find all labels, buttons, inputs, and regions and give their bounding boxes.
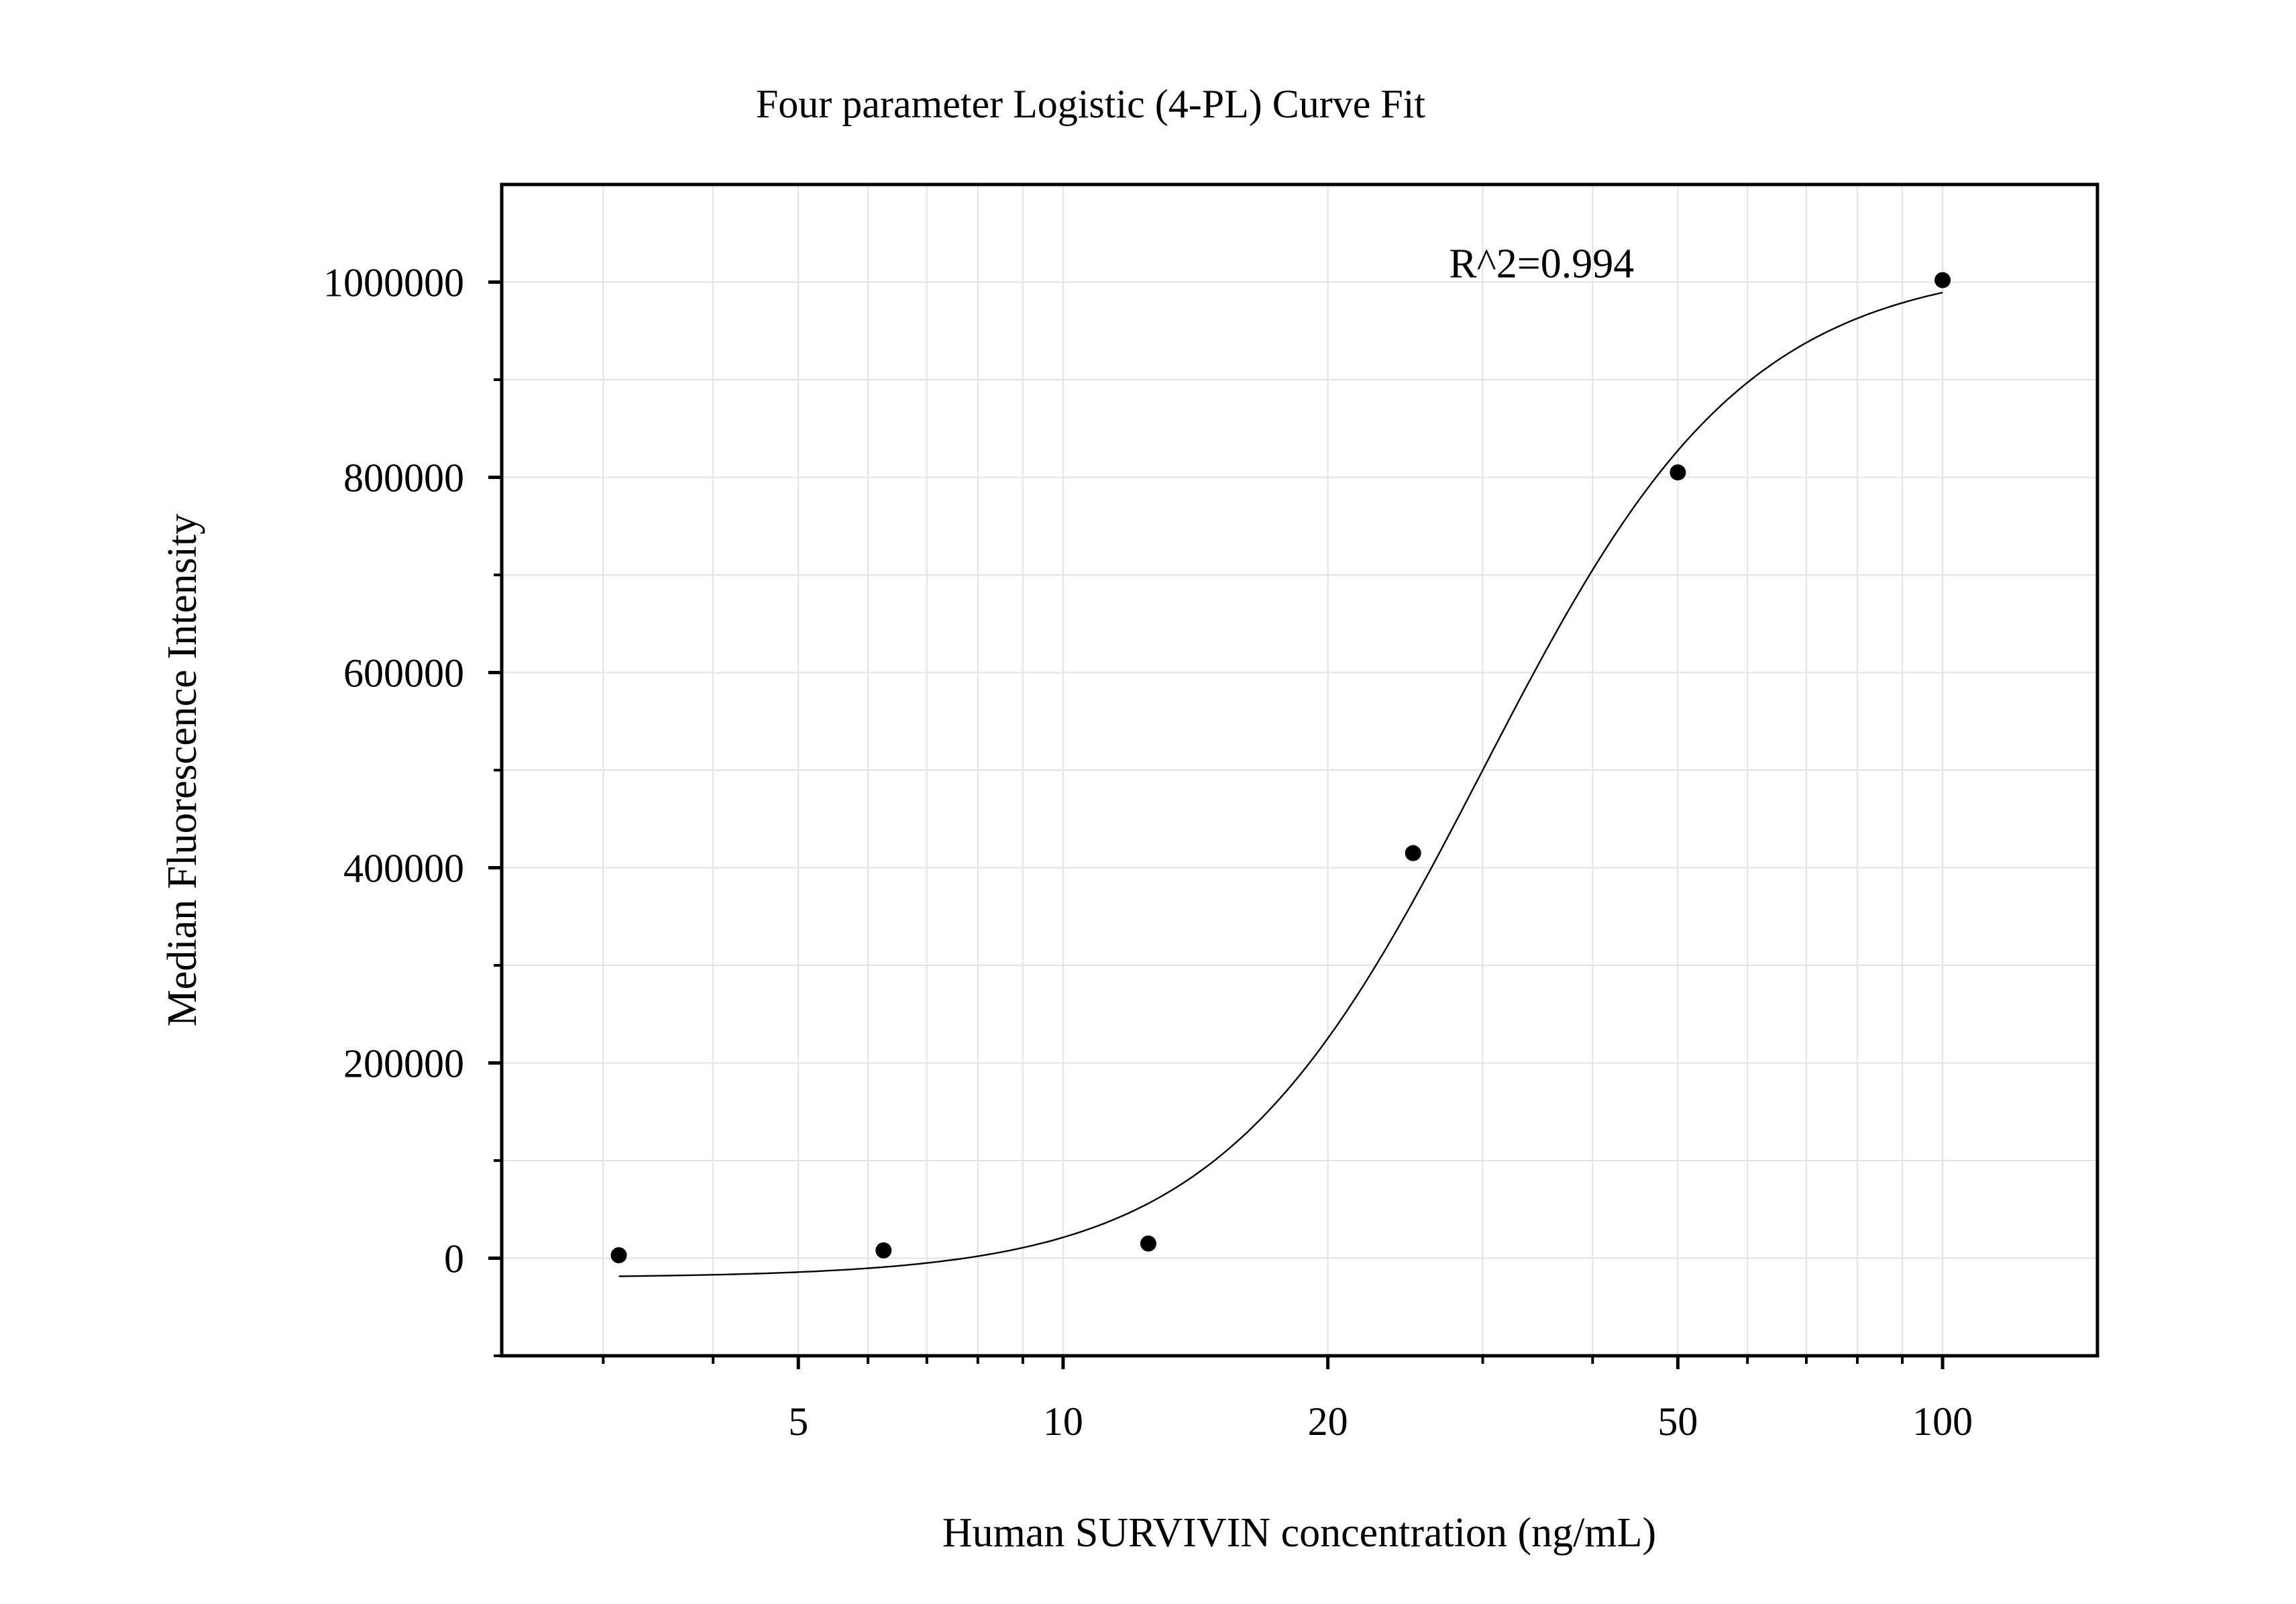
y-tick-label: 200000 [343, 1042, 464, 1086]
y-tick-labels: 0 200000 400000 600000 800000 1000000 [323, 261, 464, 1281]
data-point [875, 1242, 892, 1259]
x-tick-labels: 5 10 20 50 100 [788, 1399, 1973, 1444]
x-tick-label: 100 [1912, 1399, 1973, 1444]
y-tick-label: 0 [444, 1237, 464, 1281]
data-point [1140, 1235, 1156, 1252]
chart-title: Four parameter Logistic (4-PL) Curve Fit [756, 82, 1425, 126]
data-point [1405, 845, 1421, 861]
x-tick-label: 50 [1657, 1399, 1698, 1444]
data-points [610, 272, 1951, 1264]
data-point [1934, 272, 1951, 288]
y-tick-label: 800000 [343, 456, 464, 500]
r-squared-annotation: R^2=0.994 [1449, 241, 1634, 286]
y-axis-title: Median Fluorescence Intensity [160, 514, 205, 1026]
plot-frame [500, 182, 2099, 1358]
x-axis-title: Human SURVIVIN concentration (ng/mL) [942, 1510, 1656, 1556]
x-tick-label: 10 [1043, 1399, 1083, 1444]
y-tick-label: 1000000 [323, 261, 464, 305]
data-point [610, 1247, 627, 1264]
x-tick-label: 5 [788, 1399, 808, 1444]
y-tick-label: 400000 [343, 847, 464, 891]
data-point [1670, 464, 1686, 481]
x-tick-label: 20 [1308, 1399, 1348, 1444]
axis-ticks [488, 280, 1945, 1369]
fit-curve [618, 291, 1943, 1277]
grid [502, 184, 2097, 1356]
y-tick-label: 600000 [343, 651, 464, 696]
